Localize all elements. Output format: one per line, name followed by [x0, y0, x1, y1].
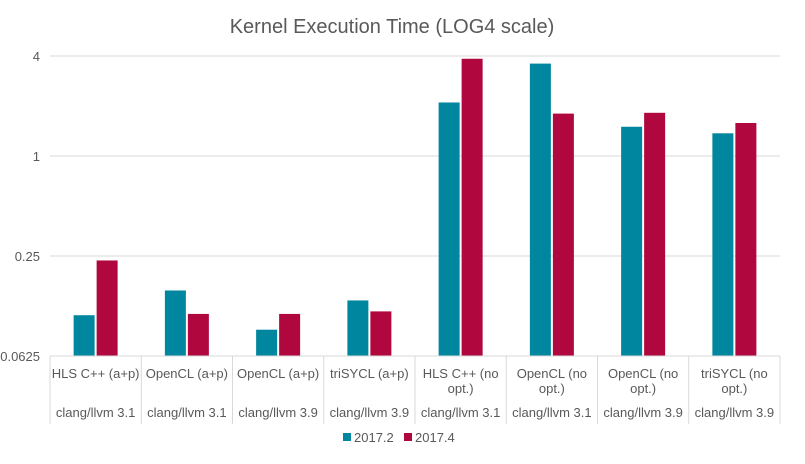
x-category-label: OpenCL (a+p): [237, 366, 319, 381]
legend-swatch-2017-2: [343, 433, 351, 441]
gridlines: [50, 55, 780, 257]
bar-2017-2-1: [164, 290, 186, 356]
bar-2017-4-5: [552, 113, 574, 356]
bar-2017-2-5: [529, 63, 551, 356]
legend-swatch-2017-4: [404, 433, 412, 441]
x-group-label: clang/llvm 3.1: [56, 405, 135, 420]
x-category-label: opt.): [539, 381, 565, 396]
bar-2017-2-6: [621, 126, 643, 356]
bar-2017-4-0: [96, 260, 118, 356]
x-category-label: triSYCL (no: [701, 366, 768, 381]
x-group-label: clang/llvm 3.9: [695, 405, 774, 420]
y-tick-label: 4: [33, 49, 40, 64]
bar-2017-4-3: [370, 311, 392, 356]
x-category-label: OpenCL (no: [517, 366, 587, 381]
x-category-label: HLS C++ (no: [423, 366, 499, 381]
x-group-label: clang/llvm 3.1: [421, 405, 500, 420]
y-axis-ticks: 4 1 0.25 0.0625: [0, 49, 40, 364]
bar-2017-4-7: [735, 123, 757, 356]
x-group-label: clang/llvm 3.9: [238, 405, 317, 420]
bar-2017-2-7: [712, 133, 734, 356]
legend: 2017.2 2017.4: [343, 430, 455, 445]
x-category-label: opt.): [721, 381, 747, 396]
bar-2017-4-1: [187, 313, 209, 356]
x-category-label: OpenCL (no: [608, 366, 678, 381]
y-tick-label: 0.0625: [0, 349, 40, 364]
x-axis: HLS C++ (a+p) clang/llvm 3.1 OpenCL (a+p) c…: [49, 355, 781, 424]
bar-2017-2-3: [347, 300, 369, 356]
bar-2017-4-4: [461, 58, 483, 356]
bar-2017-2-2: [256, 329, 278, 356]
y-tick-label: 1: [33, 149, 40, 164]
y-tick-label: 0.25: [15, 249, 40, 264]
x-group-label: clang/llvm 3.9: [603, 405, 682, 420]
x-category-label: opt.): [630, 381, 656, 396]
x-group-label: clang/llvm 3.9: [330, 405, 409, 420]
bar-2017-4-6: [644, 112, 666, 357]
x-category-label: HLS C++ (a+p): [52, 366, 140, 381]
chart-title: Kernel Execution Time (LOG4 scale): [230, 16, 555, 38]
x-category-label: opt.): [448, 381, 474, 396]
legend-label: 2017.4: [415, 430, 455, 445]
bar-2017-4-2: [279, 313, 301, 356]
x-category-label: triSYCL (a+p): [330, 366, 409, 381]
x-group-label: clang/llvm 3.1: [147, 405, 226, 420]
bars: [73, 58, 757, 357]
bar-2017-2-0: [73, 315, 95, 356]
x-group-label: clang/llvm 3.1: [512, 405, 591, 420]
bar-2017-2-4: [438, 102, 460, 357]
legend-label: 2017.2: [354, 430, 394, 445]
x-category-label: OpenCL (a+p): [146, 366, 228, 381]
